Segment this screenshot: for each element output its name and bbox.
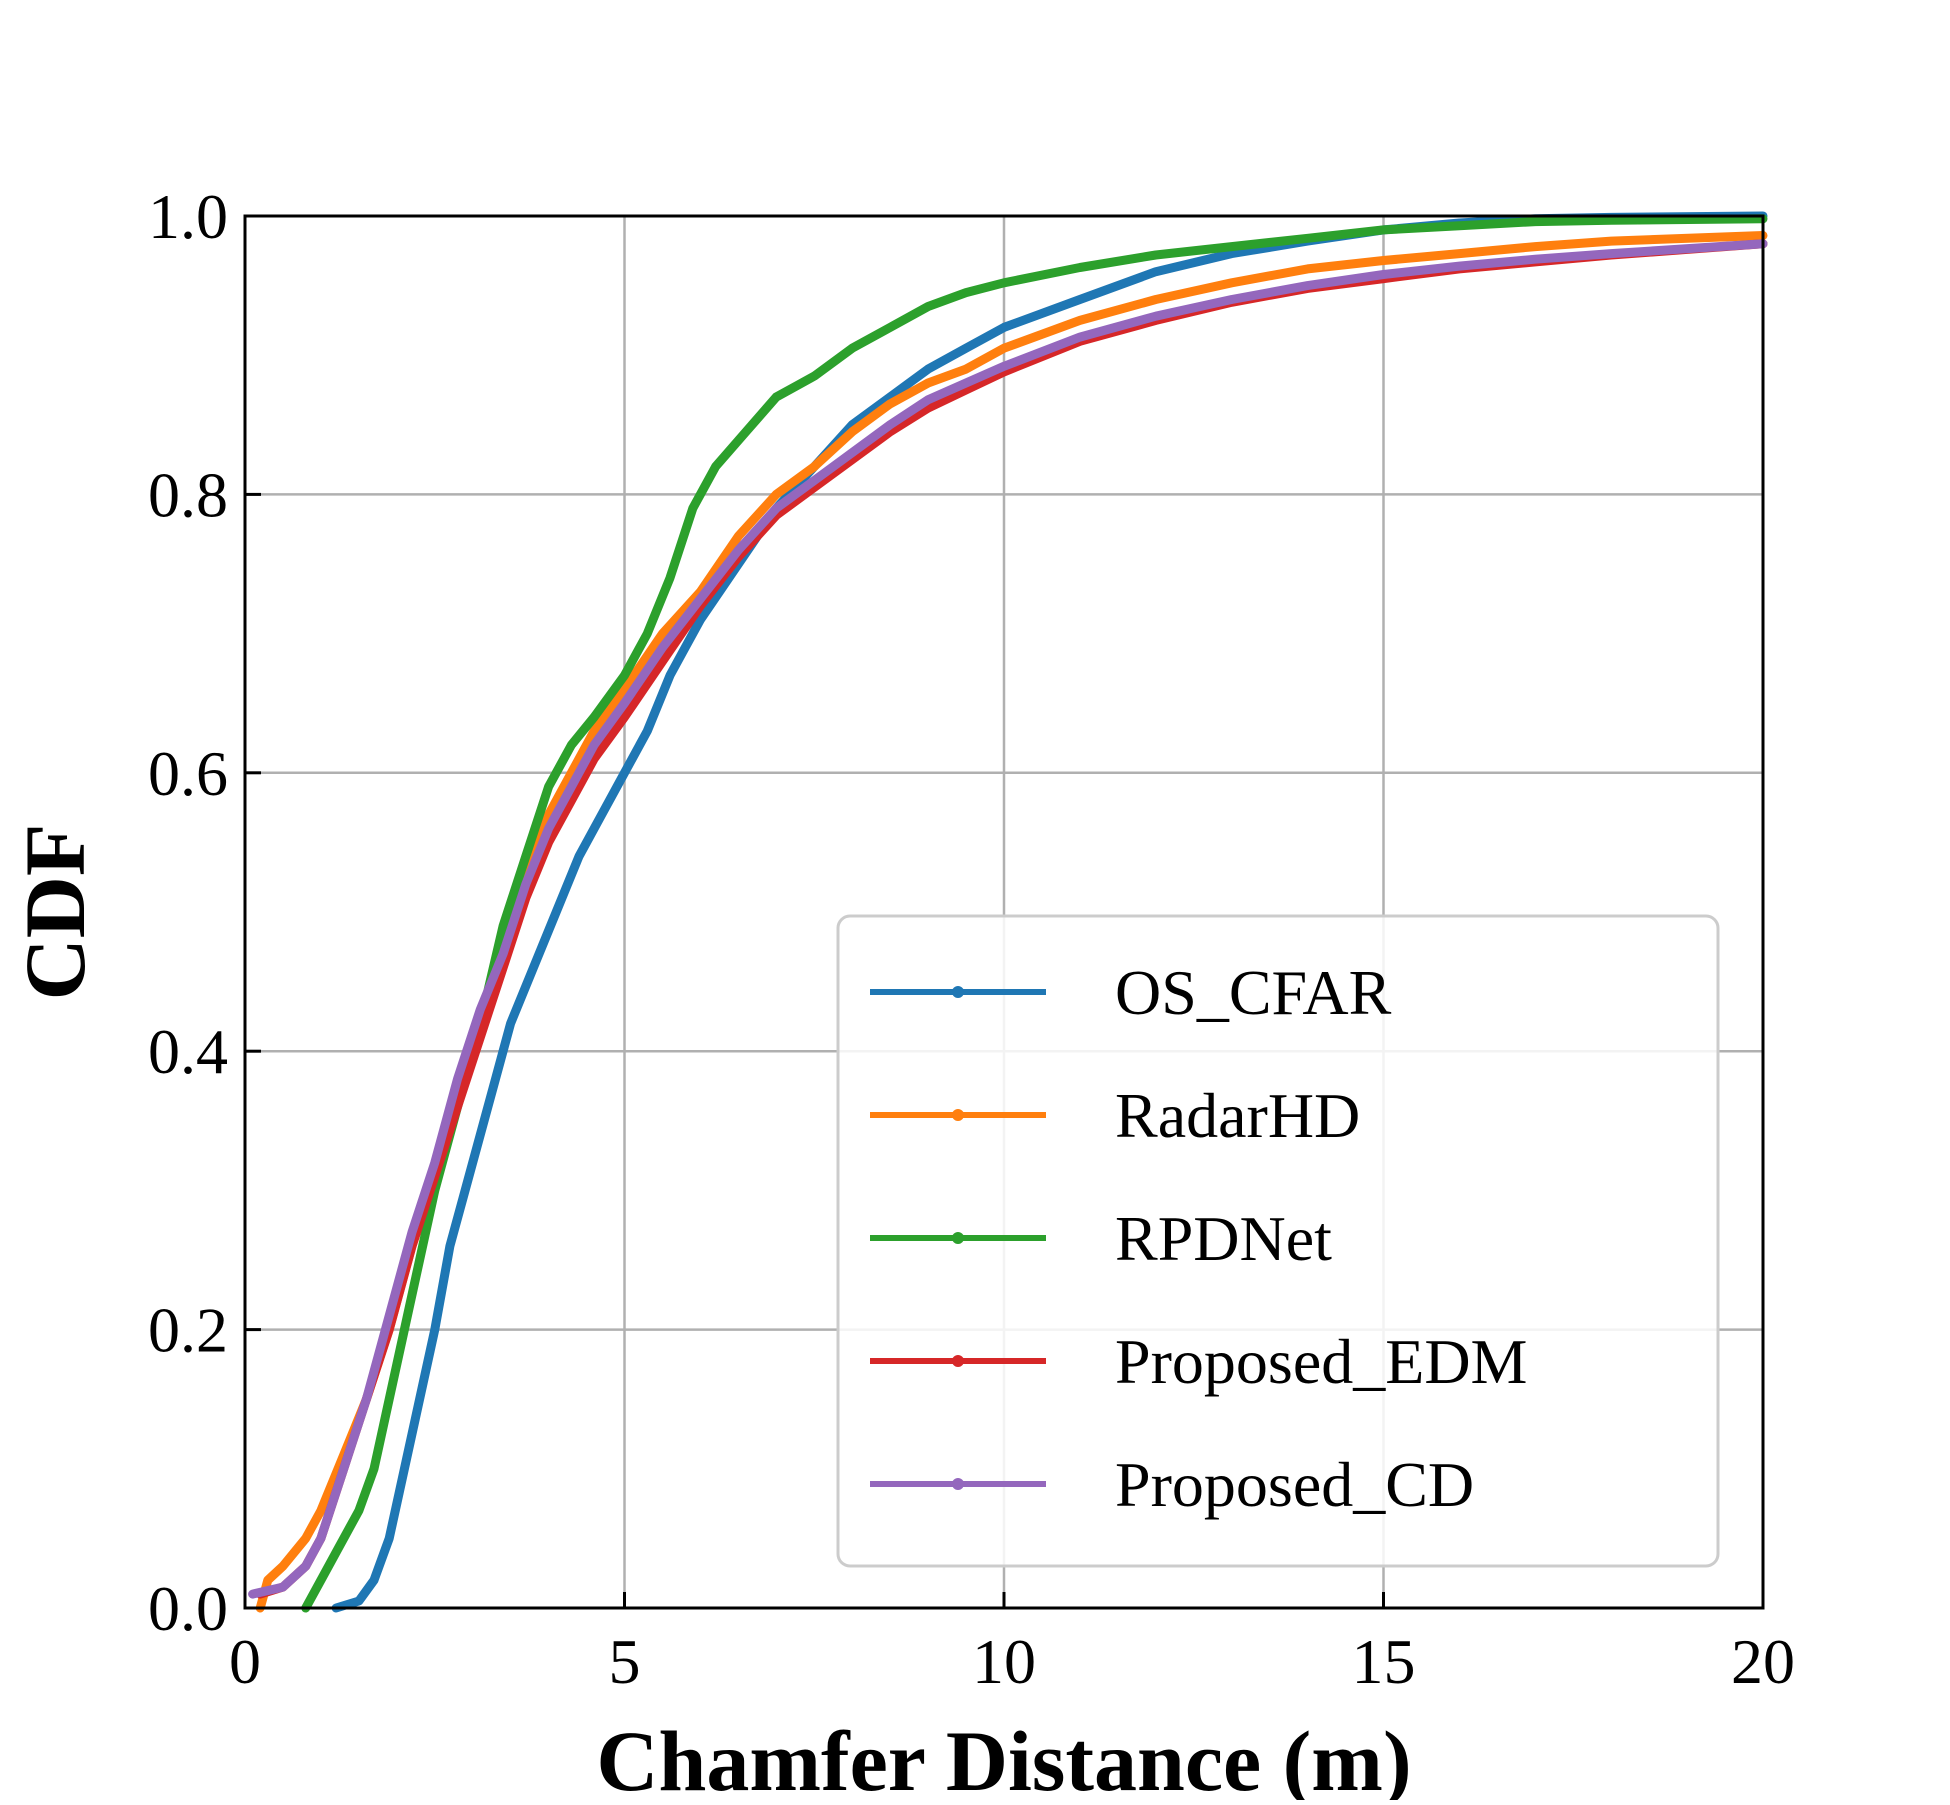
y-tick-label: 0.2 [148, 1295, 228, 1366]
y-tick-label: 0.6 [148, 738, 228, 809]
x-axis-title: Chamfer Distance (m) [596, 1713, 1411, 1800]
x-tick-label: 15 [1352, 1626, 1416, 1697]
x-tick-label: 10 [972, 1626, 1036, 1697]
legend-swatch-marker [952, 1109, 964, 1121]
x-tick-label: 5 [609, 1626, 641, 1697]
y-axis-title: CDF [7, 824, 103, 1001]
series-line-proposed-cd [248, 239, 1768, 1599]
series-line-os-cfar [331, 211, 1768, 1613]
legend: OS_CFAR RadarHD RPDNet Proposed_EDM Proposed… [836, 914, 1720, 1568]
y-tick-label: 0.0 [148, 1573, 228, 1644]
legend-swatch-marker [952, 1355, 964, 1367]
x-tick-label: 20 [1731, 1626, 1795, 1697]
legend-swatch-marker [952, 1232, 964, 1244]
legend-box [836, 914, 1720, 1568]
y-tick-label: 0.8 [148, 459, 228, 530]
legend-label: Proposed_EDM [1115, 1326, 1527, 1397]
legend-label: RPDNet [1115, 1203, 1332, 1274]
ticks: 0 5 10 15 20 0.0 0.2 0.4 0.6 0.8 1.0 [148, 181, 1795, 1697]
legend-label: OS_CFAR [1115, 957, 1392, 1028]
legend-label: Proposed_CD [1115, 1449, 1474, 1520]
legend-swatch-marker [952, 986, 964, 998]
x-tick-label: 0 [229, 1626, 261, 1697]
y-tick-label: 0.4 [148, 1016, 228, 1087]
series-line-rpdnet [301, 214, 1768, 1613]
y-tick-label: 1.0 [148, 181, 228, 252]
legend-swatch-marker [952, 1478, 964, 1490]
series-lines [248, 211, 1768, 1613]
legend-label: RadarHD [1115, 1080, 1360, 1151]
